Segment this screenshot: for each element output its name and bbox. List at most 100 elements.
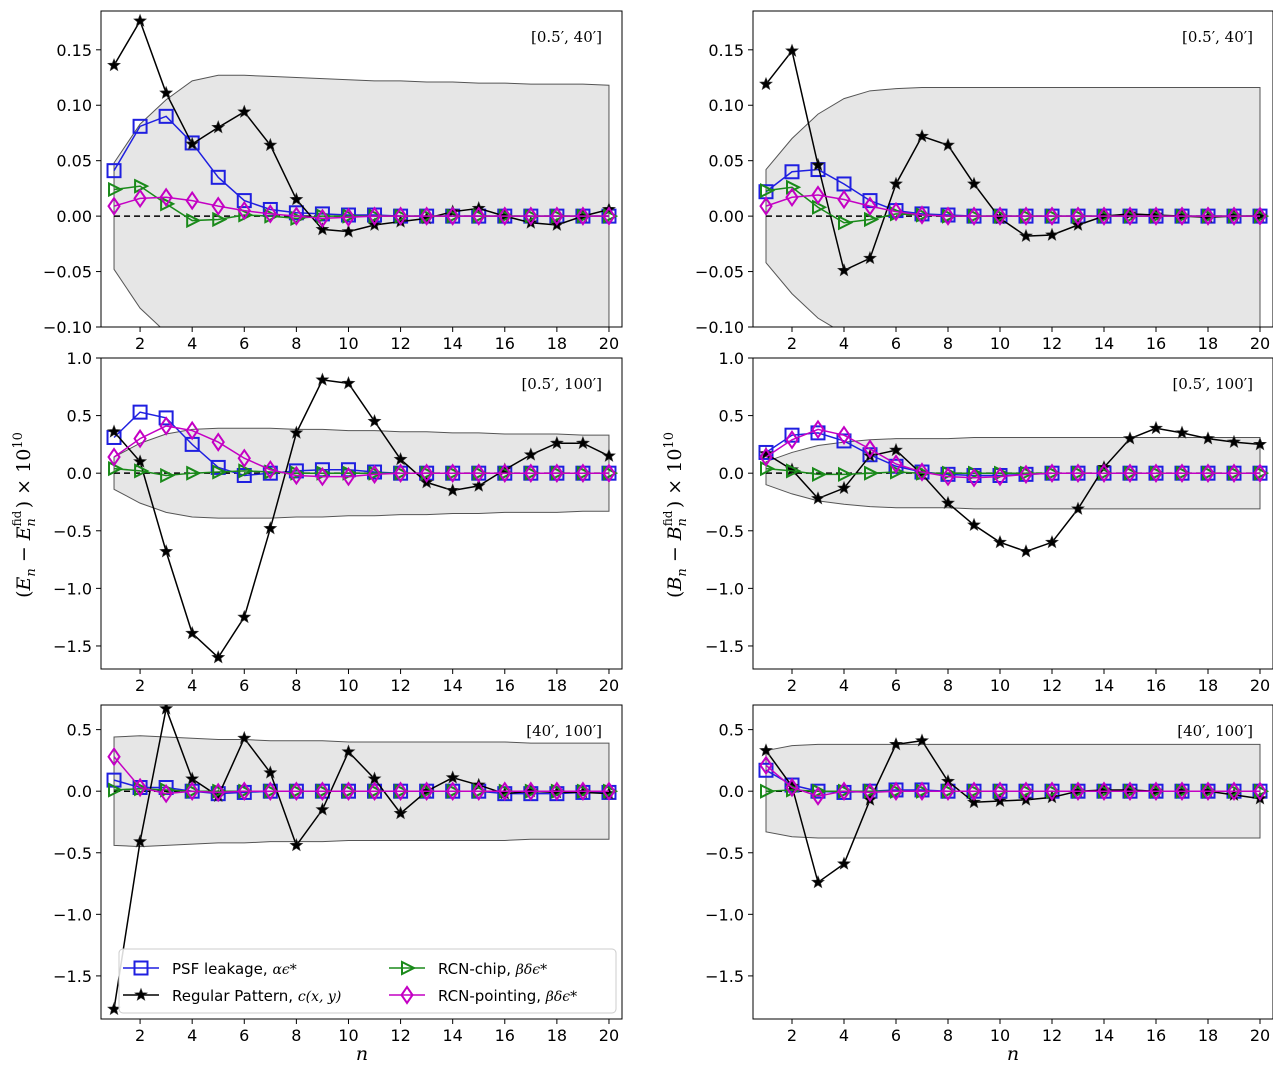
point-chip-e-100-n2	[134, 463, 150, 479]
y-tick-label-e-100-3: 0.0	[67, 464, 92, 483]
svg-text:PSF leakage, αϵ*: PSF leakage, αϵ*	[172, 960, 297, 978]
point-reg-b-100-n12	[1045, 534, 1059, 549]
range-label-b-40: [0.5′, 40′]	[1182, 28, 1253, 46]
point-reg-b-40-n4	[837, 263, 851, 277]
x-tick-label-e-100-8: 8	[291, 676, 301, 695]
y-tick-label-b-40-3: 0.05	[708, 152, 744, 171]
point-point-e-40-n1	[107, 196, 121, 216]
point-point-e-40-n4	[185, 190, 199, 211]
point-point-e-100-n18	[550, 463, 564, 483]
y-tick-label-b-100-4: 0.5	[719, 407, 744, 426]
point-chip-b-40-n1	[760, 183, 776, 199]
x-tick-label-e-40-10: 10	[338, 334, 358, 353]
plot-area-e-40-100	[106, 705, 619, 1016]
range-label-e-40: [0.5′, 40′]	[531, 28, 602, 46]
x-tick-label-e-100-4: 4	[187, 676, 197, 695]
x-tick-label-b-40-6: 6	[891, 334, 901, 353]
y-tick-label-e-40-2: 0.00	[56, 207, 92, 226]
y-tick-label-b-40-100-1: −1.0	[705, 905, 744, 924]
point-psf-e-40-n6	[236, 193, 252, 209]
point-reg-e-40-100-n2	[133, 834, 148, 848]
point-psf-e-40-n1	[106, 163, 122, 179]
point-point-b-40-n15	[1123, 206, 1137, 226]
point-psf-e-100-n6	[236, 467, 252, 483]
point-point-b-40-100-n16	[1149, 781, 1163, 801]
point-reg-b-40-100-n1	[759, 743, 773, 757]
y-tick-label-b-40-2: 0.00	[708, 207, 744, 226]
point-point-b-100-n13	[1071, 463, 1085, 483]
x-tick-label-e-40-12: 12	[390, 334, 410, 353]
x-tick-label-e-40-100-10: 10	[338, 1026, 358, 1045]
point-reg-e-40-100-n12	[393, 806, 408, 820]
point-point-b-40-100-n2	[785, 777, 799, 798]
x-tick-label-b-40-100-14: 14	[1094, 1026, 1114, 1045]
point-chip-b-100-n4	[838, 466, 854, 482]
x-tick-label-b-40-16: 16	[1146, 334, 1166, 353]
point-point-e-100-n12	[393, 463, 408, 483]
panel-frame-e-100	[100, 357, 623, 670]
point-reg-e-40-n1	[107, 58, 121, 72]
point-reg-e-40-n9	[315, 222, 330, 236]
point-chip-e-100-n6	[238, 463, 254, 479]
x-tick-label-b-40-18: 18	[1198, 334, 1218, 353]
point-reg-b-100-n10	[993, 534, 1007, 549]
point-chip-e-40-n2	[134, 178, 150, 194]
point-point-b-40-100-n1	[759, 755, 773, 776]
point-point-e-40-100-n12	[393, 781, 408, 801]
point-reg-b-40-100-n4	[837, 856, 851, 870]
point-point-b-40-n1	[759, 196, 773, 216]
point-point-b-100-n20	[1253, 463, 1267, 483]
point-point-b-40-100-n12	[1045, 781, 1059, 801]
point-reg-e-40-n6	[237, 104, 252, 118]
point-chip-b-100-n3	[812, 466, 828, 482]
point-point-e-40-100-n7	[263, 781, 278, 801]
point-point-e-100-n7	[263, 459, 278, 480]
y-tick-label-b-40-100-2: −0.5	[705, 844, 744, 863]
x-tick-label-e-40-6: 6	[239, 334, 249, 353]
x-tick-label-e-100-6: 6	[239, 676, 249, 695]
point-psf-e-40-n5	[210, 169, 226, 185]
y-tick-label-e-40-100-2: −0.5	[53, 844, 92, 863]
y-tick-label-b-40-0: −0.10	[695, 318, 744, 337]
point-point-b-40-100-n20	[1253, 781, 1267, 801]
point-reg-e-40-100-n6	[237, 730, 252, 745]
point-point-e-40-n3	[159, 187, 173, 208]
x-tick-label-e-40-100-4: 4	[187, 1026, 197, 1045]
point-psf-e-40-n3	[158, 108, 174, 124]
y-tick-label-b-100-0: −1.5	[705, 637, 744, 656]
point-point-e-40-n6	[237, 200, 251, 221]
point-point-b-100-n6	[889, 454, 903, 474]
point-reg-e-40-100-n8	[289, 838, 304, 852]
point-chip-e-40-n1	[108, 181, 124, 198]
x-tick-label-b-40-100-16: 16	[1146, 1026, 1166, 1045]
x-tick-label-b-40-8: 8	[943, 334, 953, 353]
x-tick-label-e-40-100-6: 6	[239, 1026, 249, 1045]
x-tick-label-e-40-100-14: 14	[442, 1026, 462, 1045]
x-tick-label-b-40-100-2: 2	[787, 1026, 797, 1045]
y-tick-label-e-40-0: −0.10	[43, 318, 92, 337]
x-tick-label-e-40-100-16: 16	[495, 1026, 515, 1045]
point-point-b-40-100-n3	[811, 786, 825, 806]
panel-b-100: 2 4 6 8 10 12 14 16 18 20 −1.5 −1.0 −0.5 0.0 0.5 1.0 [0.…	[705, 349, 1273, 695]
point-chip-e-100-n5	[212, 464, 228, 480]
y-axis-title-left: (En − Efidn) × 1010	[10, 432, 39, 598]
panel-e-40-100: 2 4 6 8 10 12 14 16 18 20 −1.5 −1.0 −0.5 0.0 0.5 [40′, …	[53, 704, 623, 1045]
point-point-b-40-100-n8	[941, 781, 955, 801]
point-reg-e-100-n5	[211, 650, 226, 664]
point-point-b-100-n19	[1227, 463, 1241, 483]
panel-frame-e-40	[100, 10, 623, 328]
legend-frame	[118, 948, 617, 1014]
point-point-b-40-100-n17	[1175, 781, 1189, 801]
x-tick-label-e-100-18: 18	[547, 676, 567, 695]
point-chip-b-40-n5	[864, 211, 880, 228]
y-axis-title-right: (Bn − Bfidn) × 1010	[661, 432, 690, 598]
x-axis-title-left: n	[356, 1043, 368, 1065]
legend-marker-reg	[123, 987, 159, 1001]
x-tick-label-e-100-14: 14	[442, 676, 462, 695]
x-tick-label-e-100-10: 10	[338, 676, 358, 695]
point-point-b-40-100-n7	[915, 781, 929, 801]
point-reg-b-40-n11	[1019, 228, 1033, 243]
y-tick-label-b-40-100-3: 0.0	[719, 782, 744, 801]
point-point-b-100-n8	[941, 466, 955, 487]
point-reg-e-100-n19	[575, 435, 590, 450]
